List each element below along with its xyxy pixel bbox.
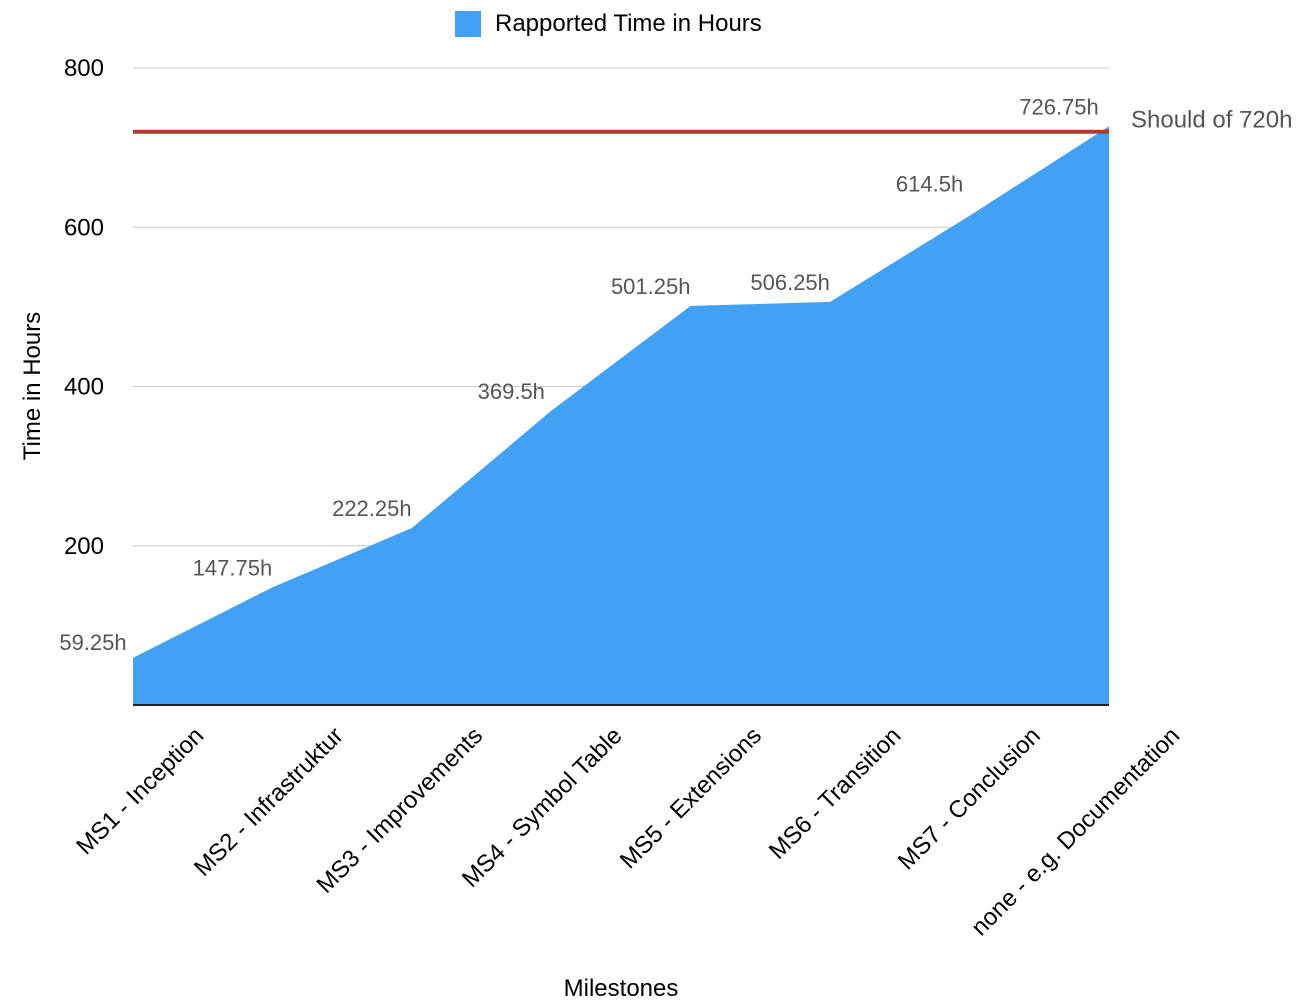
- data-label: 369.5h: [478, 379, 545, 404]
- data-label: 147.75h: [193, 555, 273, 580]
- data-label: 614.5h: [896, 172, 963, 197]
- x-tick-label: MS7 - Conclusion: [893, 722, 1046, 875]
- x-tick-label: MS5 - Extensions: [615, 722, 767, 874]
- series-area: [133, 126, 1109, 705]
- x-tick-label: MS6 - Transition: [764, 722, 907, 865]
- legend-label: Rapported Time in Hours: [495, 10, 762, 37]
- x-tick-label: MS2 - Infrastruktur: [189, 722, 349, 882]
- y-tick-label: 600: [64, 214, 104, 241]
- data-label: 501.25h: [611, 274, 691, 299]
- x-tick-label: MS4 - Symbol Table: [457, 722, 628, 893]
- reference-line-label: Should of 720h: [1131, 107, 1292, 134]
- legend-swatch: [455, 11, 481, 37]
- x-tick-label: MS1 - Inception: [71, 722, 209, 860]
- legend: Rapported Time in Hours: [455, 8, 762, 40]
- x-axis-title: Milestones: [564, 975, 679, 1002]
- data-label: 222.25h: [332, 496, 412, 521]
- y-tick-label: 800: [64, 55, 104, 82]
- y-tick-label: 400: [64, 374, 104, 401]
- y-tick-label: 200: [64, 533, 104, 560]
- data-label: 59.25h: [59, 630, 126, 655]
- data-label: 726.75h: [1019, 94, 1099, 119]
- y-axis-title: Time in Hours: [19, 312, 46, 460]
- data-label: 506.25h: [750, 270, 830, 295]
